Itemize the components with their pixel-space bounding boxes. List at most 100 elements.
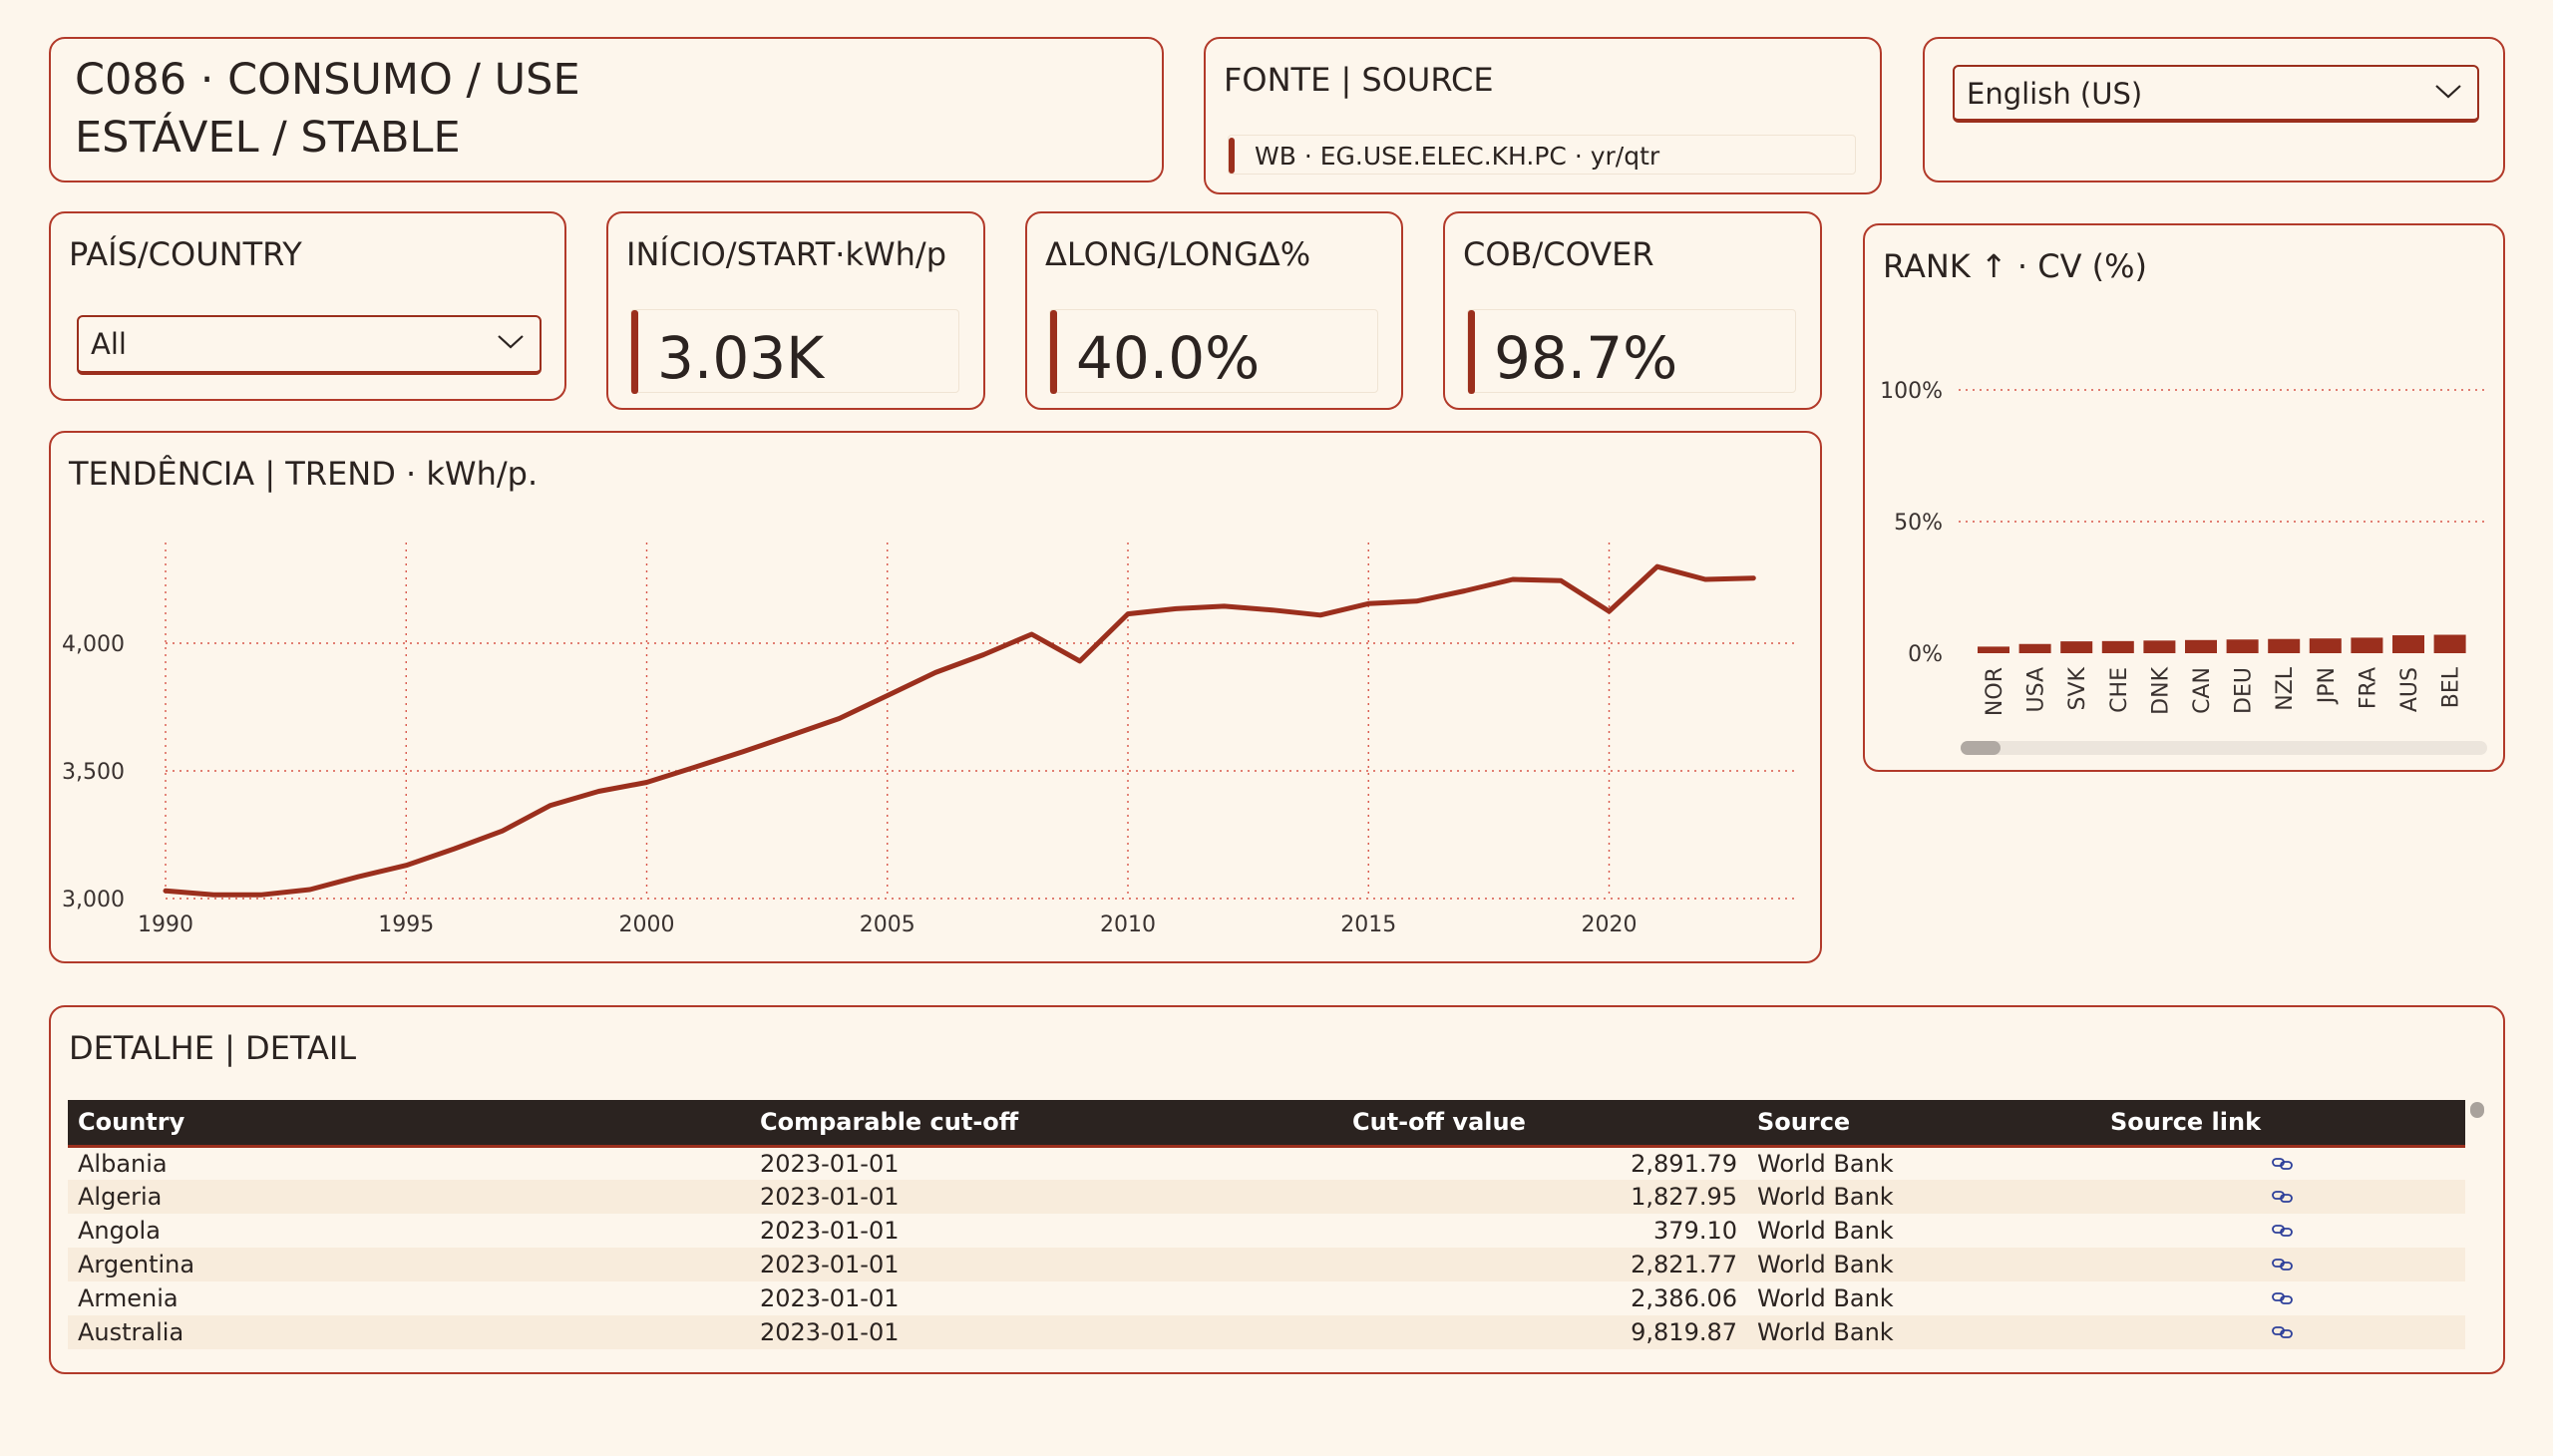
rank-bar (2309, 638, 2342, 653)
x-tick-label: SVK (2065, 666, 2090, 710)
rank-bar (2268, 638, 2301, 653)
rank-bar (2101, 640, 2134, 653)
y-tick-label: 0% (1908, 642, 1943, 667)
cell-source: World Bank (1757, 1217, 1894, 1245)
cell-country: Algeria (68, 1180, 750, 1214)
detail-table: Country Comparable cut-off Cut-off value… (68, 1100, 2465, 1349)
cell-source-link (2100, 1146, 2465, 1180)
kpi-accent-bar (631, 310, 638, 394)
table-row: Armenia 2023-01-01 2,386.06 World Bank (68, 1281, 2465, 1315)
kpi-cover-card: COB/COVER 98.7% (1443, 211, 1822, 410)
kpi-cover-box: 98.7% (1467, 309, 1796, 394)
country-dropdown[interactable]: All (77, 315, 542, 375)
column-header-cutoff[interactable]: Comparable cut-off (750, 1100, 1342, 1148)
kpi-cover-title: COB/COVER (1463, 235, 1654, 273)
source-card: FONTE | SOURCE WB · EG.USE.ELEC.KH.PC · … (1204, 37, 1882, 194)
kpi-start-title: INÍCIO/START·kWh/p (626, 235, 946, 273)
y-tick-label: 3,500 (62, 760, 125, 785)
x-tick-label: DEU (2232, 667, 2257, 714)
trend-chart-title: TENDÊNCIA | TREND · kWh/p. (69, 455, 539, 493)
rank-bar (2018, 643, 2051, 653)
cell-source-link (2100, 1281, 2465, 1315)
rank-bar (2433, 634, 2466, 653)
kpi-accent-bar (1468, 310, 1475, 394)
rank-bar-chart: 0% 50% 100% NOR USA SVK CHE DNK CAN DEU NZL JPN FRA A… (1880, 379, 2487, 755)
kpi-delta-value: 40.0% (1076, 324, 1261, 392)
cell-source-link (2100, 1214, 2465, 1248)
page-subtitle: ESTÁVEL / STABLE (75, 113, 461, 163)
table-header-row: Country Comparable cut-off Cut-off value… (68, 1100, 2465, 1148)
chart-scroll-track (1961, 741, 2487, 755)
link-icon[interactable] (2271, 1223, 2295, 1239)
x-tick-label: CAN (2190, 667, 2215, 714)
kpi-delta-box: 40.0% (1049, 309, 1378, 394)
rank-bar (2060, 641, 2093, 653)
link-icon[interactable] (2271, 1156, 2295, 1172)
x-tick-label: BEL (2439, 666, 2464, 708)
kpi-delta-title: ΔLONG/LONGΔ% (1045, 235, 1311, 273)
table-scrollbar[interactable] (2470, 1102, 2484, 1118)
cell-value: 2,891.79 (1631, 1149, 1737, 1178)
rank-chart-card: RANK ↑ · CV (%) 0% 50% 100% NOR USA SVK CHE DNK… (1863, 223, 2505, 772)
source-box: WB · EG.USE.ELEC.KH.PC · yr/qtr (1228, 135, 1856, 175)
kpi-start-box: 3.03K (630, 309, 959, 394)
cell-value: 2,386.06 (1631, 1284, 1737, 1312)
cell-country: Angola (78, 1217, 161, 1245)
detail-title: DETALHE | DETAIL (69, 1029, 357, 1067)
link-icon[interactable] (2271, 1189, 2295, 1205)
rank-bar (2185, 639, 2217, 653)
cell-source-link (2100, 1315, 2465, 1349)
cell-source: World Bank (1747, 1315, 2100, 1349)
table-row: Albania 2023-01-01 2,891.79 World Bank (68, 1146, 2465, 1180)
kpi-start-card: INÍCIO/START·kWh/p 3.03K (606, 211, 985, 410)
link-icon[interactable] (2271, 1257, 2295, 1273)
chevron-down-icon (2435, 85, 2461, 99)
cell-cutoff: 2023-01-01 (750, 1180, 1342, 1214)
trend-series-line (163, 563, 1756, 898)
cell-cutoff: 2023-01-01 (750, 1248, 1342, 1281)
chevron-down-icon (498, 335, 524, 349)
cell-source-link (2100, 1248, 2465, 1281)
y-tick-label: 50% (1894, 511, 1943, 536)
column-header-country[interactable]: Country (68, 1100, 750, 1148)
cell-country: Albania (78, 1149, 168, 1178)
column-header-source[interactable]: Source (1747, 1100, 2100, 1148)
cell-country: Australia (68, 1315, 750, 1349)
cell-value: 2,821.77 (1342, 1248, 1747, 1281)
kpi-start-value: 3.03K (657, 324, 825, 392)
cell-source: World Bank (1747, 1180, 2100, 1214)
column-header-value[interactable]: Cut-off value (1342, 1100, 1747, 1148)
x-tick-label: JPN (2315, 667, 2340, 705)
page-title: C086 · CONSUMO / USE (75, 55, 580, 105)
y-tick-label: 3,000 (62, 888, 125, 912)
x-tick-label: USA (2024, 667, 2049, 713)
rank-chart-title: RANK ↑ · CV (%) (1883, 247, 2148, 285)
table-row: Algeria 2023-01-01 1,827.95 World Bank (68, 1180, 2465, 1214)
link-icon[interactable] (2271, 1324, 2295, 1340)
x-tick-label: 2020 (1582, 912, 1638, 937)
language-selected-value: English (US) (1967, 77, 2143, 111)
cell-cutoff: 2023-01-01 (760, 1284, 900, 1312)
cell-value: 379.10 (1653, 1217, 1737, 1245)
cell-value: 1,827.95 (1342, 1180, 1747, 1214)
source-text: WB · EG.USE.ELEC.KH.PC · yr/qtr (1255, 142, 1660, 171)
language-dropdown[interactable]: English (US) (1953, 65, 2479, 123)
x-tick-label: NZL (2273, 666, 2298, 711)
country-filter-title: PAÍS/COUNTRY (69, 235, 302, 273)
table-row: Argentina 2023-01-01 2,821.77 World Bank (68, 1248, 2465, 1281)
rank-bar (1978, 646, 2009, 653)
x-tick-label: 2000 (619, 912, 675, 937)
x-tick-label: AUS (2397, 667, 2422, 712)
link-icon[interactable] (2271, 1290, 2295, 1306)
country-selected-value: All (91, 327, 127, 361)
x-tick-label: 1990 (138, 912, 193, 937)
cell-cutoff: 2023-01-01 (760, 1149, 900, 1178)
cell-cutoff: 2023-01-01 (760, 1217, 900, 1245)
x-tick-label: 2005 (860, 912, 915, 937)
cell-source: World Bank (1757, 1149, 1894, 1178)
cell-value: 9,819.87 (1342, 1315, 1747, 1349)
cell-source: World Bank (1747, 1248, 2100, 1281)
column-header-source-link[interactable]: Source link (2100, 1100, 2465, 1148)
x-tick-label: NOR (1983, 667, 2007, 716)
trend-chart-card: TENDÊNCIA | TREND · kWh/p. 1990 1995 2000 2… (49, 431, 1822, 963)
